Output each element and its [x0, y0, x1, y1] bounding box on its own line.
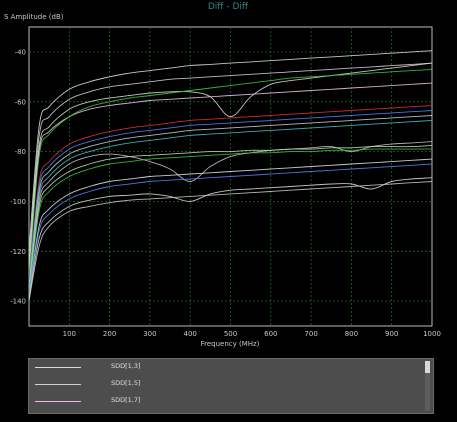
x-tick-label: 200	[103, 330, 116, 338]
series-line-8[interactable]	[28, 115, 433, 287]
series-lines	[28, 50, 433, 302]
legend-panel[interactable]: SDD[1,3] SDD[1,5] SDD[1,7]	[28, 358, 434, 414]
x-tick-label: 900	[385, 330, 398, 338]
series-line-6[interactable]	[28, 105, 433, 282]
legend-label: SDD[1,3]	[111, 362, 141, 370]
x-tick-label: 800	[345, 330, 358, 338]
series-line-9[interactable]	[28, 119, 433, 289]
grid-lines	[29, 27, 432, 326]
legend-label: SDD[1,7]	[111, 396, 141, 404]
series-line-7[interactable]	[28, 110, 433, 284]
x-axis-title: Frequency (MHz)	[201, 340, 260, 348]
y-tick-label: -60	[15, 98, 26, 106]
y-tick-label: -100	[10, 198, 26, 206]
series-line-1[interactable]	[28, 50, 433, 252]
y-tick-label: -40	[15, 48, 26, 56]
x-tick-label: 1000	[423, 330, 441, 338]
x-tick-label: 100	[63, 330, 76, 338]
x-tick-label: 700	[304, 330, 317, 338]
x-tick-label: 400	[184, 330, 197, 338]
series-line-5[interactable]	[28, 68, 433, 277]
y-tick-label: -140	[10, 298, 26, 306]
legend-scrollbar[interactable]	[425, 361, 430, 411]
legend-item[interactable]: SDD[1,3]	[29, 359, 433, 376]
series-line-16[interactable]	[28, 181, 433, 302]
series-line-15[interactable]	[28, 177, 433, 299]
chart-title: Diff - Diff	[208, 2, 249, 12]
y-tick-label: -80	[15, 148, 26, 156]
series-line-11[interactable]	[28, 144, 433, 292]
legend-scroll-thumb[interactable]	[425, 361, 430, 373]
legend-swatch	[35, 401, 81, 402]
series-line-13[interactable]	[28, 158, 433, 297]
x-tick-label: 300	[143, 330, 156, 338]
x-tick-label: 500	[224, 330, 237, 338]
legend-list: SDD[1,3] SDD[1,5] SDD[1,7]	[29, 359, 433, 410]
series-line-2[interactable]	[28, 62, 433, 264]
series-line-4[interactable]	[28, 62, 433, 267]
legend-item[interactable]: SDD[1,5]	[29, 376, 433, 393]
y-axis-title: S Amplitude (dB)	[4, 13, 64, 21]
y-tick-label: -120	[10, 248, 26, 256]
legend-swatch	[35, 367, 81, 368]
tick-labels: 100 200 300 400 500 600 700 800 900 1000 -40 -60 -80…	[10, 48, 441, 338]
legend-swatch	[35, 384, 81, 385]
x-tick-label: 600	[264, 330, 277, 338]
series-line-12[interactable]	[28, 148, 432, 294]
legend-label: SDD[1,5]	[111, 379, 141, 387]
legend-item[interactable]: SDD[1,7]	[29, 393, 433, 410]
series-line-14[interactable]	[28, 163, 433, 297]
